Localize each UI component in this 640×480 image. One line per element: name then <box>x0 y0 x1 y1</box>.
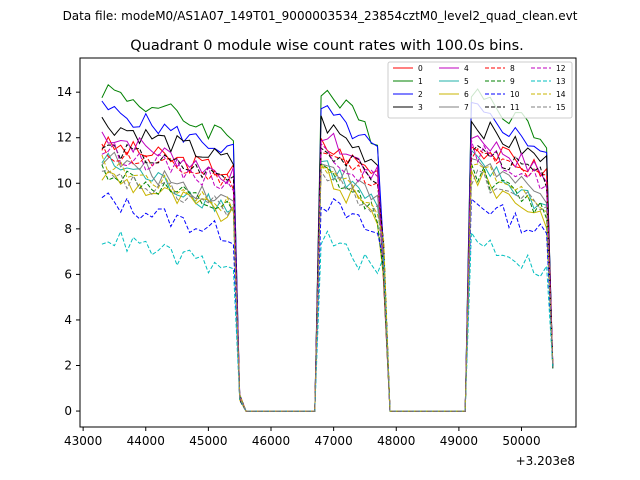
y-tick-label: 4 <box>64 313 72 327</box>
series-lines <box>101 83 554 412</box>
series-line-7 <box>101 151 554 412</box>
x-tick-label: 50000 <box>502 434 540 448</box>
x-tick-label: 46000 <box>252 434 290 448</box>
series-line-8 <box>101 143 554 412</box>
x-tick-label: 47000 <box>315 434 353 448</box>
legend-label: 9 <box>510 77 515 86</box>
y-tick-label: 12 <box>57 131 72 145</box>
series-line-5 <box>101 149 554 412</box>
legend-box <box>387 61 573 119</box>
y-tick-label: 0 <box>64 404 72 418</box>
legend-label: 14 <box>556 90 566 99</box>
y-tick-label: 2 <box>64 359 72 373</box>
series-line-14 <box>101 154 554 412</box>
legend-label: 11 <box>510 103 520 112</box>
chart-suptitle: Data file: modeM0/AS1A07_149T01_90000035… <box>63 9 578 23</box>
legend-label: 13 <box>556 77 566 86</box>
legend-label: 3 <box>418 103 423 112</box>
legend-label: 15 <box>556 103 566 112</box>
plot-frame <box>79 57 577 428</box>
legend-label: 6 <box>464 90 469 99</box>
series-line-13 <box>101 230 554 412</box>
x-tick-label: 45000 <box>189 434 227 448</box>
x-tick-label: 43000 <box>64 434 102 448</box>
series-line-0 <box>101 135 554 412</box>
x-offset-label: +3.203e8 <box>516 454 575 468</box>
x-tick-label: 49000 <box>440 434 478 448</box>
y-tick-label: 6 <box>64 267 72 281</box>
legend-label: 8 <box>510 64 515 73</box>
x-tick-label: 44000 <box>127 434 165 448</box>
series-line-10 <box>101 192 554 412</box>
series-line-12 <box>101 140 554 412</box>
legend-label: 5 <box>464 77 469 86</box>
legend-label: 12 <box>556 64 566 73</box>
legend-label: 0 <box>418 64 423 73</box>
y-tick-label: 10 <box>57 176 72 190</box>
y-axis-ticks: 0 2 4 6 8 10 12 14 <box>57 85 80 418</box>
series-line-9 <box>101 163 554 412</box>
series-line-3 <box>101 115 554 412</box>
series-line-4 <box>101 131 554 412</box>
series-line-6 <box>101 167 554 412</box>
chart-title: Quadrant 0 module wise count rates with … <box>130 38 524 54</box>
x-axis-ticks: 43000 44000 45000 46000 47000 48000 49000 50000 <box>64 427 541 448</box>
series-line-15 <box>101 169 554 412</box>
legend-label: 1 <box>418 77 423 86</box>
x-tick-label: 48000 <box>377 434 415 448</box>
legend-label: 10 <box>510 90 520 99</box>
legend-label: 2 <box>418 90 423 99</box>
legend-label: 7 <box>464 103 469 112</box>
y-tick-label: 8 <box>64 222 72 236</box>
y-tick-label: 14 <box>57 85 72 99</box>
legend-label: 4 <box>464 64 469 73</box>
